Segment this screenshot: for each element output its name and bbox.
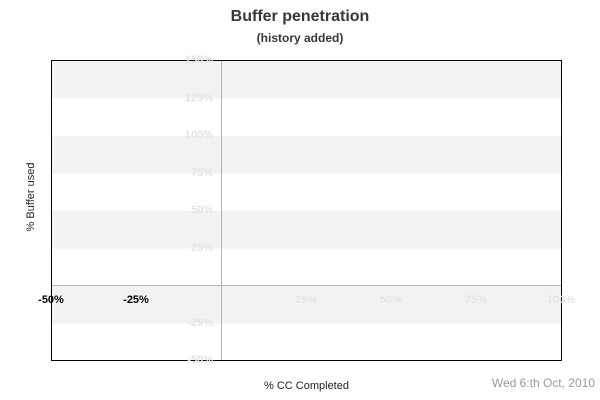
chart-title: Buffer penetration	[230, 8, 370, 25]
date-label: Wed 6:th Oct, 2010	[491, 376, 595, 390]
x-tick-label: 75%	[464, 294, 488, 306]
y-tick-label: 25%	[190, 241, 213, 254]
x-tick-label: 50%	[379, 294, 403, 306]
x-tick-label: -25%	[123, 294, 149, 306]
zero-line-vertical	[221, 61, 222, 360]
y-tick-label: -25%	[187, 316, 213, 329]
x-axis-title: % CC Completed	[264, 380, 349, 392]
chart-subtitle: (history added)	[256, 31, 344, 45]
y-axis-title: % Buffer used	[25, 162, 37, 232]
y-tick-label: 150%	[184, 54, 213, 66]
x-tick-label: 25%	[294, 294, 318, 306]
y-tick-label: 75%	[190, 166, 213, 179]
y-tick-label: 50%	[190, 204, 213, 216]
plot-area	[51, 60, 562, 361]
y-tick-label: -50%	[187, 354, 213, 366]
zero-line-horizontal	[52, 285, 561, 286]
x-tick-label: 100%	[546, 294, 576, 306]
y-tick-label: 125%	[184, 91, 213, 104]
y-tick-label: 100%	[184, 129, 213, 141]
x-tick-label: -50%	[38, 294, 64, 306]
